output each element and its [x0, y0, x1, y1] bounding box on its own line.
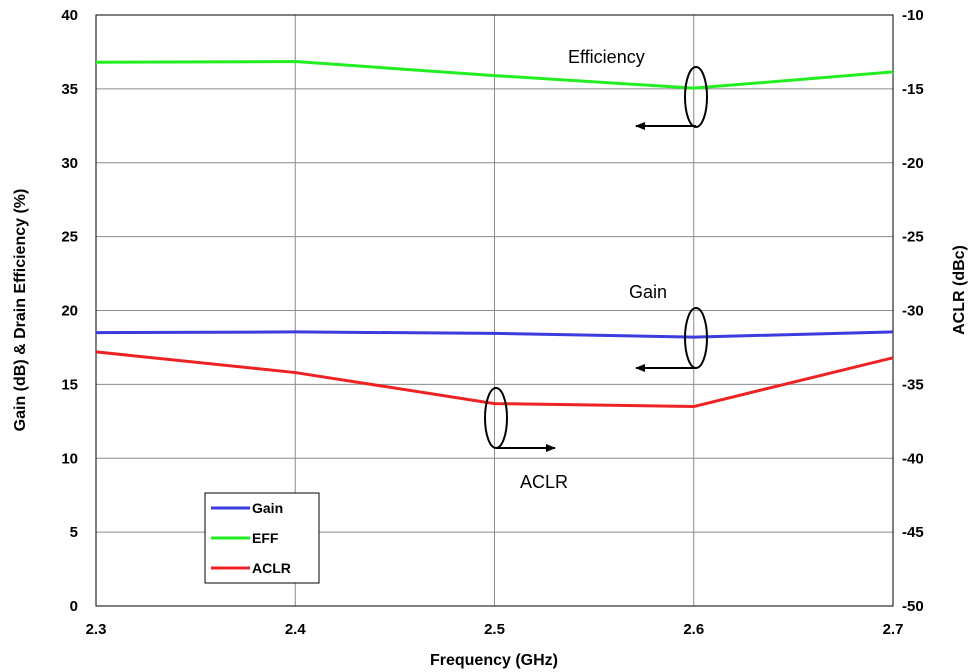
left-y-tick-label: 30	[61, 155, 78, 172]
right-y-tick-label: -40	[902, 450, 924, 467]
series-line-eff	[95, 60, 894, 90]
x-tick-label: 2.6	[683, 621, 704, 638]
x-tick-label: 2.7	[883, 621, 904, 638]
right-y-axis-title: ACLR (dBc)	[951, 245, 968, 335]
tick-labels: 2.3 2.4 2.5 2.6 2.7 0 5 10 15 20 25 30 35 40 -50 -45 -40…	[61, 7, 923, 638]
x-axis-title: Frequency (GHz)	[430, 652, 558, 669]
annotations: Efficiency Gain ACLR	[484, 47, 708, 492]
right-y-tick-label: -10	[902, 7, 924, 24]
annotation-aclr-ellipse	[484, 387, 508, 449]
annotation-efficiency-ellipse	[684, 66, 708, 128]
right-y-tick-label: -50	[902, 598, 924, 615]
right-y-tick-label: -35	[902, 376, 924, 393]
annotation-efficiency-label: Efficiency	[568, 47, 645, 67]
right-y-tick-label: -20	[902, 155, 924, 172]
left-y-tick-label: 40	[61, 7, 78, 24]
right-y-tick-label: -45	[902, 524, 924, 541]
x-tick-label: 2.3	[86, 621, 107, 638]
left-y-tick-label: 5	[70, 524, 78, 541]
legend-label-eff: EFF	[252, 530, 279, 546]
series-line-gain	[95, 330, 894, 339]
x-tick-label: 2.4	[285, 621, 307, 638]
left-y-tick-label: 15	[61, 376, 78, 393]
right-y-tick-label: -25	[902, 229, 924, 246]
series-lines	[95, 60, 894, 409]
legend-label-gain: Gain	[252, 500, 283, 516]
series-line-aclr	[95, 350, 894, 409]
x-tick-label: 2.5	[484, 621, 505, 638]
plot-frame	[95, 14, 894, 607]
right-y-tick-label: -15	[902, 81, 924, 98]
left-y-tick-label: 20	[61, 303, 78, 320]
legend-label-aclr: ACLR	[252, 560, 291, 576]
left-y-tick-label: 10	[61, 450, 78, 467]
annotation-gain-label: Gain	[629, 282, 667, 302]
legend: Gain EFF ACLR	[204, 492, 320, 584]
right-y-tick-label: -30	[902, 303, 924, 320]
left-y-tick-label: 25	[61, 229, 78, 246]
left-y-tick-label: 35	[61, 81, 78, 98]
left-y-axis-title: Gain (dB) & Drain Efficiency (%)	[12, 189, 29, 432]
left-y-tick-label: 0	[70, 598, 78, 615]
annotation-aclr-label: ACLR	[520, 472, 568, 492]
